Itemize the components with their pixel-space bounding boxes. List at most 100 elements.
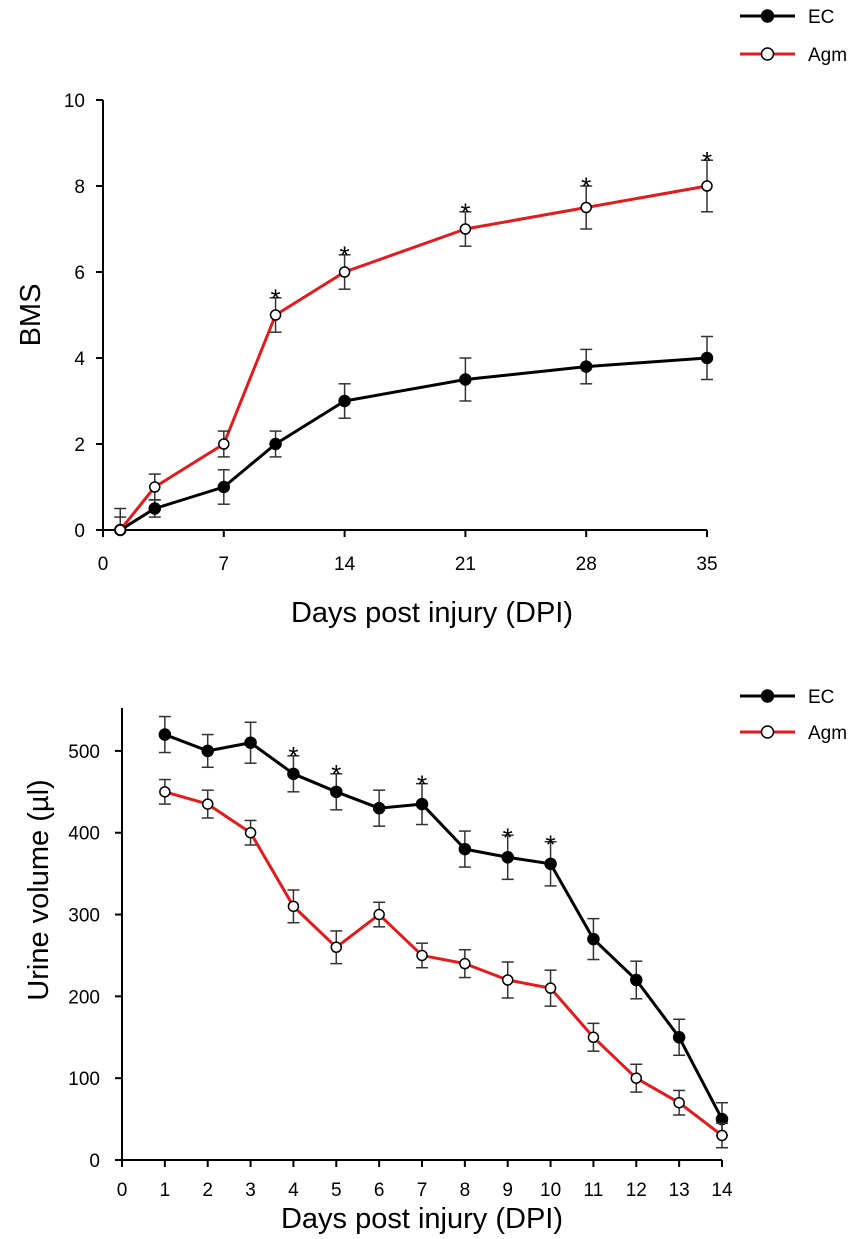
- data-point: [244, 826, 257, 839]
- series-agm: [158, 778, 728, 1149]
- legend-entry-ec: EC: [740, 7, 834, 28]
- data-point: [672, 1031, 686, 1044]
- legend-marker: [760, 47, 775, 61]
- x-tick-label: 4: [288, 1180, 299, 1201]
- data-point: [373, 908, 385, 921]
- series-line: [119, 356, 708, 532]
- legend-marker: [760, 725, 775, 739]
- data-point: [716, 1129, 728, 1142]
- data-point: [580, 201, 592, 214]
- y-tick-label: 500: [68, 742, 100, 763]
- data-point: [201, 744, 214, 758]
- data-point: [149, 481, 161, 493]
- data-point: [159, 786, 171, 798]
- data-point: [269, 309, 282, 321]
- significance-marker: *: [340, 241, 350, 271]
- y-tick-label: 0: [74, 521, 85, 542]
- legend-entry-ec: EC: [740, 687, 834, 708]
- series-line: [164, 790, 723, 1137]
- significance-marker: *: [546, 829, 556, 859]
- data-point: [338, 266, 351, 278]
- legend-entry-agm: Agm: [740, 45, 847, 66]
- y-tick-label: 0: [89, 1151, 100, 1172]
- x-tick-label: 7: [417, 1180, 428, 1201]
- y-tick-label: 4: [74, 349, 85, 370]
- data-point: [114, 524, 127, 536]
- data-point: [673, 1096, 685, 1109]
- data-point: [217, 480, 231, 494]
- legend-marker: [760, 9, 775, 23]
- data-point: [501, 974, 514, 986]
- data-point: [587, 1031, 600, 1044]
- data-point: [700, 351, 714, 365]
- bms-x-axis-title: Days post injury (DPI): [291, 597, 573, 629]
- data-point: [218, 438, 230, 450]
- data-point: [416, 949, 428, 962]
- y-tick-label: 2: [74, 435, 85, 456]
- series-agm: [114, 159, 713, 536]
- y-tick-label: 200: [68, 987, 100, 1008]
- legend-label: EC: [808, 7, 834, 28]
- data-point: [372, 801, 386, 815]
- significance-marker: *: [581, 172, 591, 202]
- x-tick-label: 11: [584, 1180, 604, 1201]
- significance-marker: *: [503, 823, 513, 853]
- data-point: [330, 785, 343, 799]
- significance-marker: *: [271, 284, 281, 314]
- x-tick-label: 1: [160, 1180, 171, 1201]
- data-point: [459, 957, 471, 970]
- data-point: [544, 982, 557, 994]
- x-tick-label: 7: [219, 554, 230, 575]
- significance-marker: *: [288, 741, 298, 771]
- x-tick-label: 28: [576, 554, 597, 575]
- x-tick-label: 14: [334, 554, 356, 575]
- x-tick-label: 9: [502, 1180, 513, 1201]
- data-point: [459, 373, 472, 386]
- x-tick-label: 6: [374, 1180, 385, 1201]
- x-tick-label: 0: [117, 1180, 128, 1201]
- data-point: [269, 437, 282, 451]
- series-line: [164, 733, 724, 1120]
- data-point: [338, 394, 351, 408]
- series-ec: [114, 335, 714, 537]
- data-point: [630, 1072, 643, 1084]
- data-point: [415, 797, 429, 811]
- y-tick-label: 400: [68, 824, 100, 845]
- data-point: [587, 932, 600, 946]
- x-tick-label: 13: [669, 1180, 690, 1201]
- x-tick-label: 2: [202, 1180, 213, 1201]
- urine-volume-chart: Urine volume (µl) Days post injury (DPI)…: [23, 687, 847, 1235]
- data-point: [158, 728, 172, 741]
- legend-marker: [760, 689, 775, 703]
- y-tick-label: 300: [68, 906, 100, 927]
- data-point: [458, 842, 472, 856]
- x-tick-label: 0: [98, 554, 109, 575]
- data-point: [287, 900, 300, 913]
- x-tick-label: 8: [460, 1180, 471, 1201]
- urine-x-axis-title: Days post injury (DPI): [281, 1203, 563, 1235]
- y-tick-label: 6: [74, 263, 85, 284]
- data-point: [701, 180, 713, 192]
- series-line: [119, 184, 708, 531]
- x-tick-label: 12: [626, 1180, 647, 1201]
- data-point: [579, 360, 593, 373]
- x-tick-label: 10: [540, 1180, 561, 1201]
- significance-marker: *: [331, 759, 341, 789]
- bms-chart: BMS Days post injury (DPI) 0 2 4 6 8 10 0 7 14 21…: [15, 7, 847, 629]
- x-tick-label: 14: [711, 1180, 733, 1201]
- y-tick-label: 8: [74, 177, 85, 198]
- data-point: [201, 798, 214, 810]
- significance-marker: *: [417, 770, 427, 800]
- x-tick-label: 21: [455, 554, 476, 575]
- data-point: [544, 857, 557, 871]
- x-tick-label: 35: [696, 554, 717, 575]
- y-tick-label: 10: [64, 91, 85, 112]
- legend-label: Agm: [808, 723, 847, 744]
- legend-label: EC: [808, 687, 834, 708]
- x-tick-label: 5: [331, 1180, 342, 1201]
- legend-label: Agm: [808, 45, 847, 66]
- x-tick-label: 3: [245, 1180, 256, 1201]
- bms-y-axis-title: BMS: [15, 284, 47, 347]
- data-point: [630, 973, 643, 987]
